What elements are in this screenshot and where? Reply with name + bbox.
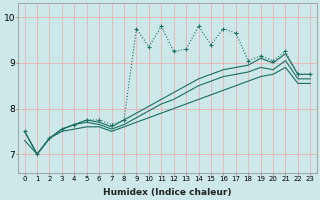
X-axis label: Humidex (Indice chaleur): Humidex (Indice chaleur) — [103, 188, 232, 197]
